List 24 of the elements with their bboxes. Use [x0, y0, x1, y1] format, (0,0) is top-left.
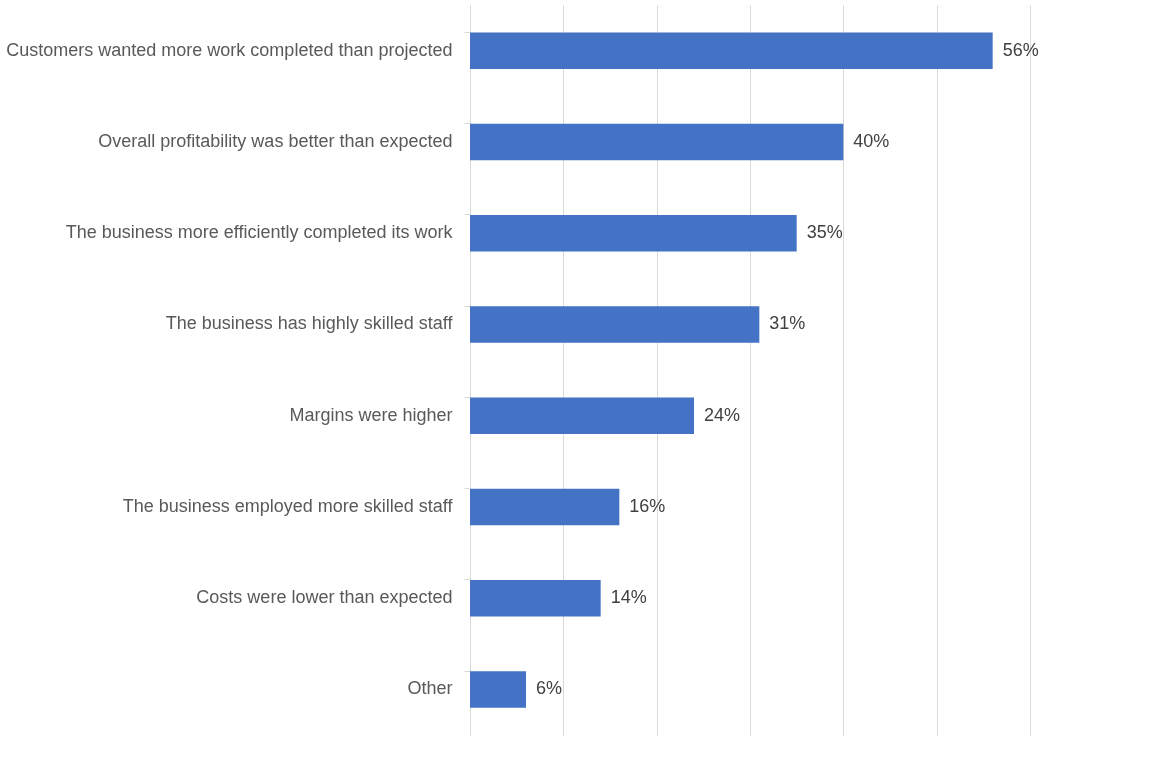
y-tick-label: The business has highly skilled staff	[165, 313, 454, 334]
bar	[470, 671, 526, 708]
data-label: 35%	[806, 222, 843, 243]
y-tick-label: Other	[407, 678, 453, 699]
y-tick-label: The business employed more skilled staff	[122, 495, 454, 516]
bar	[470, 306, 760, 343]
y-tick-label: Customers wanted more work completed than projected	[6, 39, 453, 60]
y-tick-label: Margins were higher	[289, 404, 453, 425]
bar	[470, 488, 620, 526]
bar	[470, 579, 601, 617]
y-tick-label: Costs were lower than expected	[196, 587, 453, 608]
data-label: 16%	[629, 495, 666, 516]
bar	[470, 214, 797, 252]
data-label: 14%	[610, 587, 647, 608]
data-label: 31%	[769, 313, 806, 334]
y-tick-label: Overall profitability was better than expected	[98, 130, 453, 151]
y-tick-label: The business more efficiently completed its work	[65, 222, 454, 243]
bar	[470, 397, 694, 434]
data-label: 6%	[536, 678, 563, 699]
data-label: 56%	[1002, 39, 1039, 60]
bar	[470, 123, 844, 161]
data-label: 40%	[853, 130, 890, 151]
data-label: 24%	[704, 404, 741, 425]
bar	[470, 32, 993, 69]
